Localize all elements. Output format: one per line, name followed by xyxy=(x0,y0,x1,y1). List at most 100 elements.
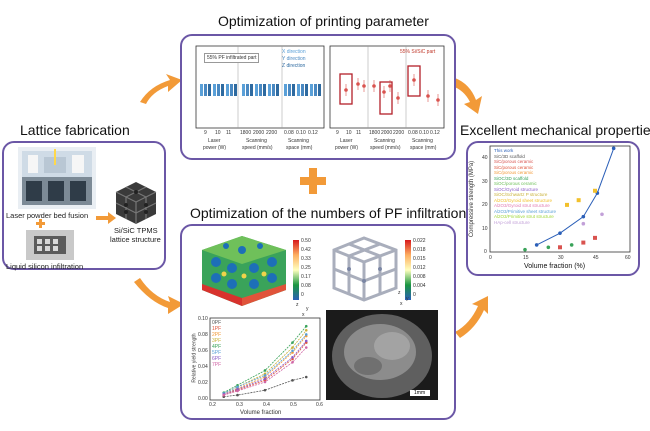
mech-point-0-4 xyxy=(611,146,616,151)
mech-legend-item: Al2O3/Gyroid sheet structure xyxy=(494,197,553,203)
pf-point-0PF-1 xyxy=(236,393,239,397)
fea-stress-lattice-image xyxy=(202,236,286,306)
plus-icon xyxy=(300,168,326,194)
fea-right-tick-1: 0.018 xyxy=(413,247,426,253)
mech-point-3-2 xyxy=(593,188,597,193)
mech-ytick-6: 30 xyxy=(482,179,488,185)
printing-right-point-4 xyxy=(396,96,400,100)
pf-point-5PF-3 xyxy=(291,349,294,353)
pf-legend-item: 6PF xyxy=(212,356,222,362)
mech-point-4-0 xyxy=(581,221,586,226)
mech-ytick-2: 10 xyxy=(482,226,488,232)
printing-parameter-title: Optimization of printing parameter xyxy=(218,13,429,29)
printing-right-xlabel-space-1: Scanning xyxy=(412,138,433,144)
printing-left-bar-15 xyxy=(268,84,271,96)
printing-right-point-8 xyxy=(372,84,376,88)
printing-right-tick-space-2: 0.12 xyxy=(430,130,440,136)
pf-point-5PF-4 xyxy=(304,333,308,336)
printing-left-legend-z: Z direction xyxy=(282,63,306,69)
fea-right-axis-z: z xyxy=(398,290,401,296)
mech-point-3-0 xyxy=(565,202,569,207)
pf-series-line-2PF xyxy=(223,335,307,395)
mech-xtick-1: 15 xyxy=(523,255,529,261)
printing-left-tick-laser-2: 11 xyxy=(226,130,232,136)
pf-legend-item: 7PF xyxy=(212,362,222,368)
pf-ylabel: Relative yield strength xyxy=(191,333,198,383)
lattice-cube-image xyxy=(115,182,157,224)
mech-ytick-8: 40 xyxy=(482,155,488,161)
fea-right-tick-6: 0 xyxy=(413,292,416,298)
pf-legend-item: 4PF xyxy=(212,344,222,350)
printing-left-tick-laser-1: 10 xyxy=(215,130,221,136)
fea-right-tick-5: 0.004 xyxy=(413,283,426,289)
pf-legend-item: 5PF xyxy=(212,350,222,356)
printing-right-xlabel-space-2: space (mm) xyxy=(410,145,437,151)
mech-series-layer xyxy=(523,146,616,252)
lpbf-label: Laser powder bed fusion xyxy=(6,211,89,220)
pf-xtick-3: 0.5 xyxy=(290,402,297,408)
fea-left-tick-4: 0.17 xyxy=(301,274,311,280)
pf-point-3PF-3 xyxy=(291,346,294,349)
pf-legend-item: 1PF xyxy=(212,326,222,332)
printing-right-point-9 xyxy=(388,84,392,88)
printing-right-tick-space-0: 0.08 xyxy=(408,130,418,136)
fea-right-axis-x: x xyxy=(400,301,403,307)
pf-point-7PF-0 xyxy=(222,393,226,397)
printing-left-tick-speed-2: 2200 xyxy=(266,130,278,136)
printing-left-bar-11 xyxy=(250,84,253,96)
mech-legend-item: SiC/porous ceramic xyxy=(494,164,534,170)
pf-legend-item: 2PF xyxy=(212,332,222,338)
pf-point-6PF-2 xyxy=(263,377,267,380)
sem-scale-bar-label: 1mm xyxy=(414,390,426,396)
printing-left-bar-23 xyxy=(305,84,308,96)
printing-left-xlabel-speed-2: speed (mm/s) xyxy=(242,145,273,151)
printing-right-legend: 55% Si/SiC part xyxy=(400,49,436,55)
printing-left-bar-9 xyxy=(242,84,245,96)
printing-left-bar-24 xyxy=(310,84,313,96)
pf-series-line-6PF xyxy=(223,340,307,395)
printing-left-tick-speed-1: 2000 xyxy=(253,130,265,136)
printing-right-point-2 xyxy=(362,84,366,88)
mech-xtick-3: 45 xyxy=(593,255,599,261)
printing-right-tick-laser-2: 11 xyxy=(356,130,362,136)
fea-right-axis-y: y xyxy=(406,296,409,302)
printing-right-xlabel-laser-1: Laser xyxy=(340,138,353,144)
mech-xtick-2: 30 xyxy=(558,255,564,261)
pf-legend-item: 3PF xyxy=(212,338,222,344)
pf-point-5PF-2 xyxy=(263,374,267,377)
fea-strain-lattice-image xyxy=(332,236,398,302)
pf-series-line-0PF xyxy=(223,376,307,398)
pf-ytick-5: 0.10 xyxy=(198,316,208,322)
mech-ytick-4: 20 xyxy=(482,202,488,208)
printing-left-legend-x: X direction xyxy=(282,49,306,55)
fea-left-colorbar xyxy=(293,240,299,300)
printing-right-xlabel-speed-1: Scanning xyxy=(374,138,395,144)
printing-right-tick-laser-0: 9 xyxy=(336,130,339,136)
pf-point-6PF-3 xyxy=(291,356,294,359)
mech-legend-item: SiOC/Schwartz P structure xyxy=(494,192,548,197)
printing-left-bar-7 xyxy=(230,84,233,96)
pf-point-0PF-2 xyxy=(263,388,267,392)
printing-left-bar-20 xyxy=(292,84,295,96)
printing-right-point-1 xyxy=(356,82,360,86)
printing-left-legend-title: 55% PF infiltrated part xyxy=(204,53,260,63)
fea-left-tick-1: 0.42 xyxy=(301,247,311,253)
printing-left-bar-6 xyxy=(226,84,229,96)
mech-point-2-0 xyxy=(523,247,527,252)
fea-left-axis-y: y xyxy=(306,306,309,312)
printing-left-bar-25 xyxy=(314,84,317,96)
mech-legend-item: Al2O3/Primitive sheet structure xyxy=(494,208,557,214)
pf-point-7PF-4 xyxy=(304,346,308,349)
printing-left-bar-17 xyxy=(276,84,279,96)
printing-left-bar-16 xyxy=(272,84,275,96)
fea-right-tick-4: 0.008 xyxy=(413,274,426,280)
printing-left-bar-19 xyxy=(288,84,291,96)
mech-legend-item: This work xyxy=(494,148,514,153)
printing-right-point-5 xyxy=(412,78,416,82)
pf-ytick-3: 0.06 xyxy=(198,348,208,354)
fea-right-tick-0: 0.022 xyxy=(413,238,426,244)
mech-legend-item: Al2O3/Gyroid strut structure xyxy=(494,203,550,208)
arrow-to-top-panel xyxy=(140,74,182,104)
